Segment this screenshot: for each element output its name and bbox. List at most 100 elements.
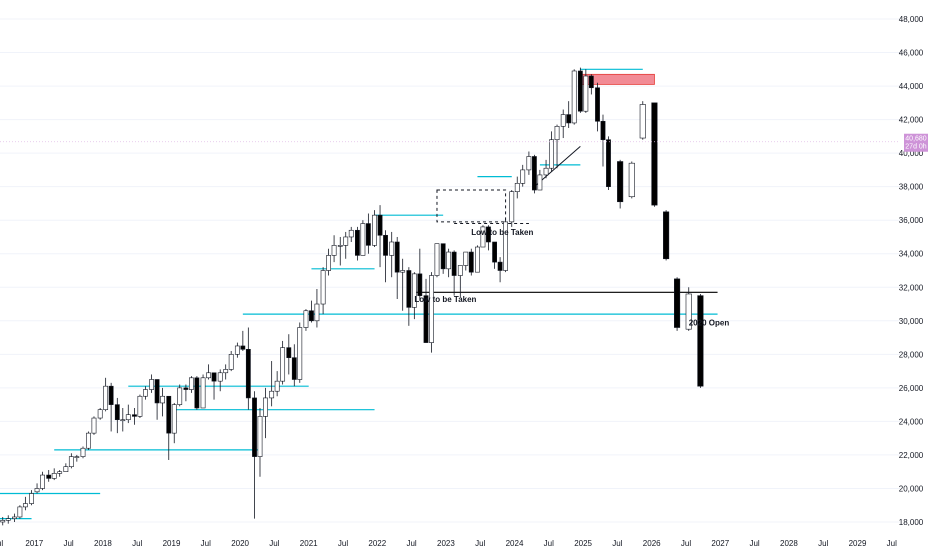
candle-body [486,226,491,243]
candle-body [22,503,28,508]
candle-body [114,404,120,421]
candle-body [520,169,526,184]
x-tick-label: 2023 [437,539,455,548]
candle-body [577,70,583,112]
candles [0,67,704,526]
candle-body [320,270,326,305]
candle-body [549,139,554,169]
x-tick-label: Jul [887,539,897,548]
x-tick-label: 2021 [300,539,318,548]
candle-body [406,270,412,308]
x-tick-label: Jul [338,539,348,548]
y-tick-label: 40,000 [899,149,924,158]
candle-body [663,211,670,260]
candle-body [343,236,349,246]
candle-body [372,214,377,246]
grid-lines [0,18,900,523]
candle-body [206,372,211,379]
y-tick-label: 26,000 [899,384,924,393]
y-tick-label: 28,000 [899,350,924,359]
candle-body [183,387,189,390]
x-tick-label: 2029 [849,539,867,548]
candle-body [411,273,417,308]
x-tick-label: Jul [201,539,211,548]
price-axis[interactable]: 18,000 20,000 22,000 24,000 26,000 28,000 30,0… [899,15,924,527]
candle-body [12,516,17,519]
candle-body [211,372,217,382]
x-tick-label: 2026 [643,539,661,548]
candle-body [440,243,446,270]
y-tick-label: 32,000 [899,283,924,292]
candle-body [263,397,268,417]
annotations: Low to be Taken Low to be Taken 2020 Open [414,228,729,328]
candle-body [457,265,463,276]
y-tick-label: 36,000 [899,216,924,225]
candle-body [103,385,109,410]
candle-body [29,493,34,504]
candle-body [257,416,263,457]
candle-body [639,104,646,139]
candle-body [166,395,172,434]
x-tick-label: 2019 [163,539,181,548]
horizontal-levels [0,68,718,520]
candle-body [697,295,704,387]
candle-body [160,395,165,404]
candle-body [223,369,229,374]
candle-body [314,303,320,322]
candle-body [417,273,423,296]
candle-body [0,520,6,523]
x-tick-label: 2022 [368,539,386,548]
y-tick-label: 48,000 [899,15,924,24]
candle-body [68,456,74,467]
candle-body [571,70,577,124]
candle-body [595,87,600,122]
annotation-label: 2020 Open [689,318,730,327]
y-tick-label: 42,000 [899,116,924,125]
candle-body [446,251,452,270]
candle-body [291,357,297,380]
x-tick-label: ul [0,539,3,548]
y-tick-label: 18,000 [899,518,924,527]
candle-body [600,120,606,141]
y-tick-label: 22,000 [899,451,924,460]
candle-body [355,229,360,256]
time-axis[interactable]: ul 2017 Jul 2018 Jul 2019 Jul 2020 Jul 2021 Jul 202… [0,539,897,548]
candle-body [132,414,137,417]
candle-body [492,241,498,263]
candle-body [234,345,240,355]
candle-body [331,245,337,256]
candle-body [108,385,114,405]
current-price-box [904,133,928,152]
x-tick-label: Jul [612,539,622,548]
candle-body [423,295,429,343]
candle-body [86,432,91,449]
x-tick-label: Jul [475,539,485,548]
candle-body [497,261,503,271]
x-tick-label: Jul [749,539,759,548]
candle-body [543,167,549,176]
drawn-shapes [414,73,718,293]
candle-body [74,456,80,458]
candle-body [617,161,624,203]
candle-body [240,345,246,350]
x-tick-label: Jul [132,539,142,548]
candle-body [400,270,406,273]
candle-body [149,379,155,390]
candle-body [360,223,366,256]
current-price-countdown: 27d 0h [905,144,927,151]
y-tick-label: 46,000 [899,49,924,58]
candle-body [120,419,126,422]
candle-body [348,229,354,238]
candle-body [143,389,148,397]
x-tick-label: 2027 [711,539,729,548]
candle-body [377,214,383,236]
x-tick-label: Jul [818,539,828,548]
y-tick-label: 20,000 [899,484,924,493]
candle-body [154,379,160,404]
candle-body [537,174,543,191]
candle-body [606,139,611,187]
candle-body [674,278,681,328]
candle-body [480,226,486,248]
x-tick-label: Jul [544,539,554,548]
